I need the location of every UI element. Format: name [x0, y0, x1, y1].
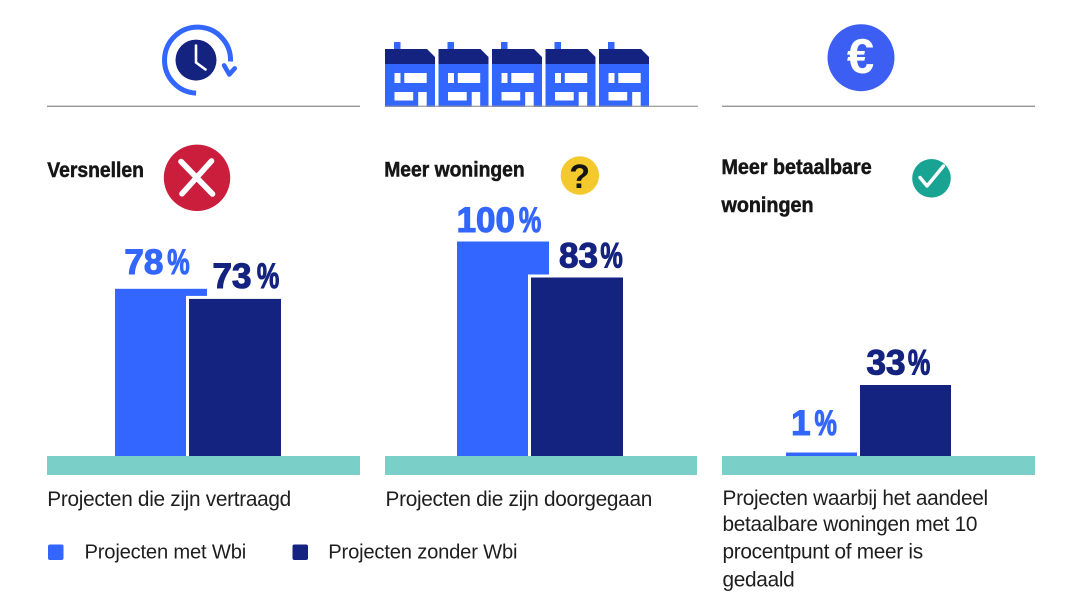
svg-text:Projecten die zijn doorgegaan: Projecten die zijn doorgegaan: [386, 488, 652, 511]
svg-text:Projecten waarbij het aandeel: Projecten waarbij het aandeel: [723, 487, 988, 510]
svg-text:betaalbare woningen met 10: betaalbare woningen met 10: [723, 513, 978, 536]
svg-text:woningen: woningen: [721, 194, 814, 217]
svg-text:Projecten met Wbi: Projecten met Wbi: [85, 542, 247, 564]
svg-text:Meer betaalbare: Meer betaalbare: [722, 157, 872, 180]
svg-text:78%: 78%: [124, 243, 189, 282]
svg-text:Projecten die zijn vertraagd: Projecten die zijn vertraagd: [47, 488, 291, 511]
svg-text:33%: 33%: [867, 344, 931, 383]
svg-text:73%: 73%: [213, 257, 280, 296]
svg-text:83%: 83%: [559, 237, 623, 276]
svg-text:Meer woningen: Meer woningen: [384, 159, 524, 182]
svg-text:1%: 1%: [791, 404, 837, 443]
svg-text:€: €: [847, 30, 874, 84]
svg-text:100%: 100%: [457, 201, 542, 240]
svg-text:Versnellen: Versnellen: [47, 159, 144, 182]
svg-text:Projecten zonder Wbi: Projecten zonder Wbi: [328, 542, 517, 564]
svg-text:gedaald: gedaald: [723, 569, 795, 592]
svg-text:procentpunt of meer is: procentpunt of meer is: [723, 541, 923, 564]
svg-text:?: ?: [569, 158, 590, 196]
